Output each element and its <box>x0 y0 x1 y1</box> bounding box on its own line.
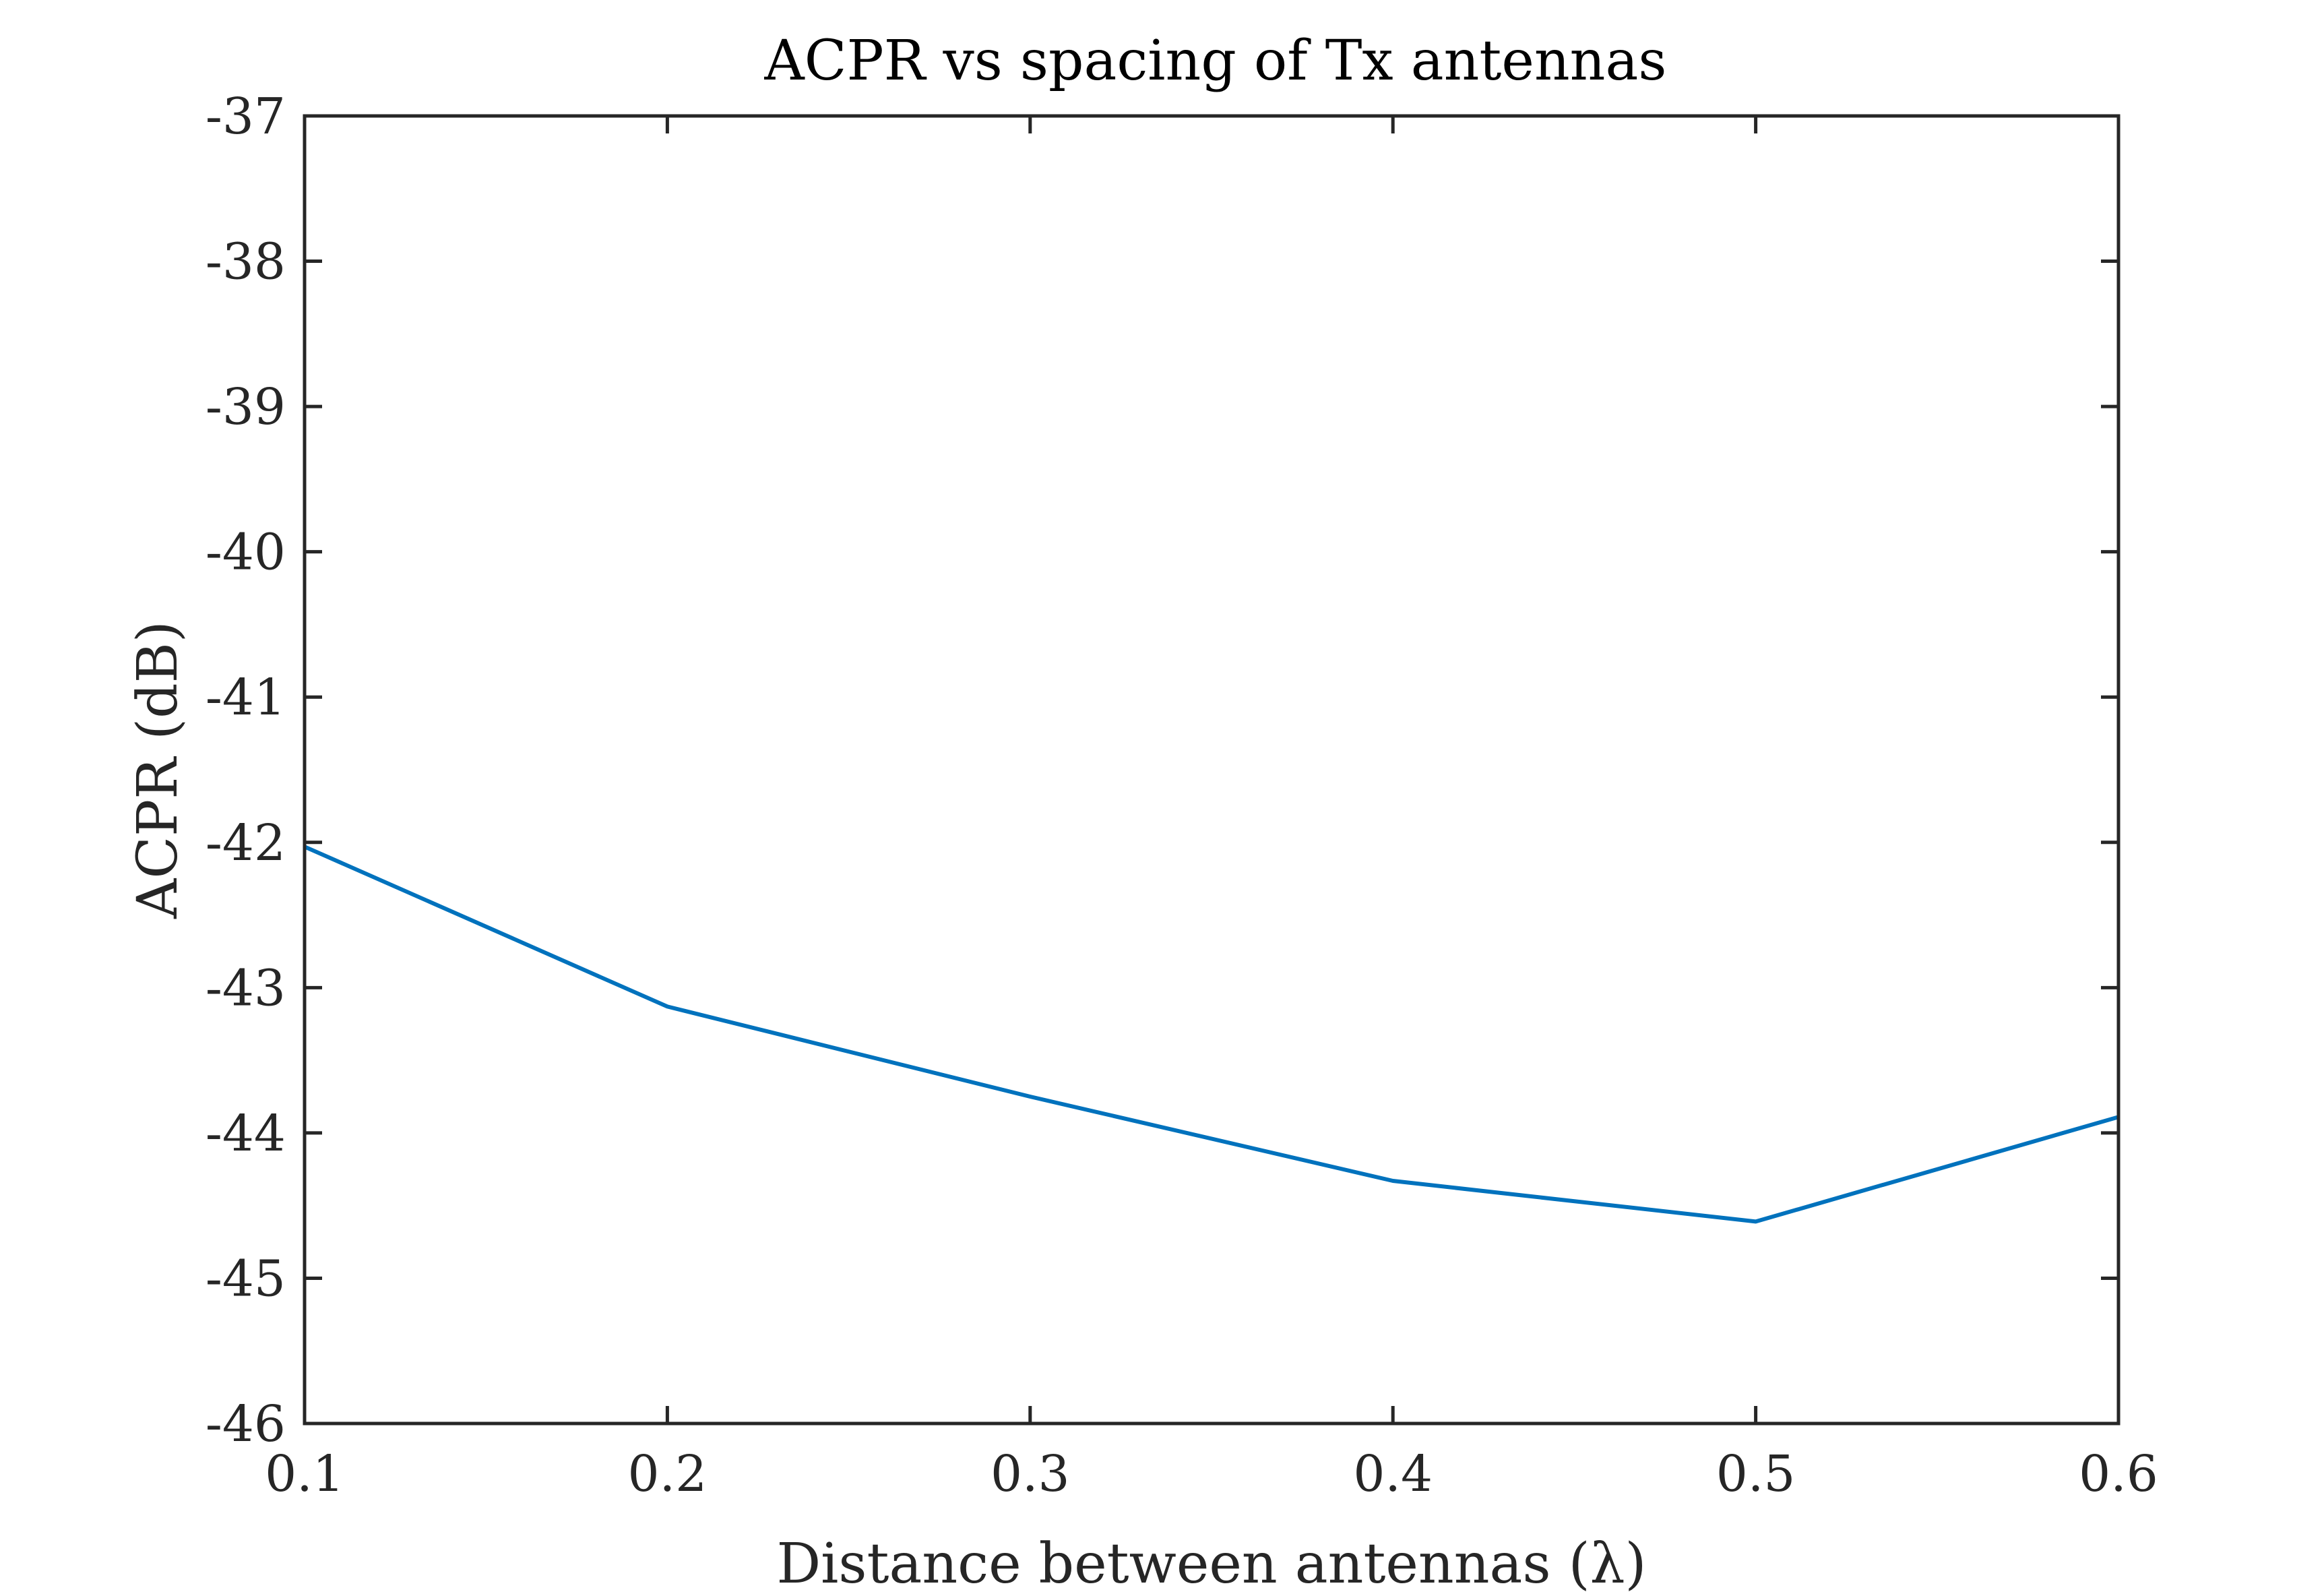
x-tick-label: 0.5 <box>1716 1445 1796 1503</box>
x-tick-label: 0.4 <box>1353 1445 1433 1503</box>
y-tick-label: -45 <box>206 1250 286 1308</box>
x-tick-labels: 0.1 0.2 0.3 0.4 0.5 0.6 <box>265 1445 2158 1503</box>
axes-box <box>303 114 2121 1426</box>
y-tick-label: -44 <box>206 1105 286 1163</box>
y-tick-labels: -37 -38 -39 -40 -41 -42 -43 -44 -45 -46 <box>206 88 286 1453</box>
y-tick-label: -37 <box>206 88 286 146</box>
series-line-acpr <box>303 845 2119 1224</box>
y-tick-label: -41 <box>206 669 286 727</box>
series-layer <box>303 845 2119 1224</box>
y-tick-label: -46 <box>206 1395 286 1453</box>
x-tick-label: 0.3 <box>991 1445 1070 1503</box>
y-tick-label: -43 <box>206 959 286 1017</box>
x-tick-label: 0.2 <box>628 1445 708 1503</box>
y-axis-label: ACPR (dB) <box>126 621 190 919</box>
y-tick-label: -38 <box>206 233 286 291</box>
y-tick-label: -40 <box>206 524 286 582</box>
y-tick-label: -42 <box>206 814 286 872</box>
x-tick-label: 0.1 <box>265 1445 344 1503</box>
x-axis-label: Distance between antennas (λ) <box>776 1532 1646 1592</box>
axes-background <box>305 116 2118 1423</box>
plot-area <box>303 114 2121 1426</box>
x-tick-label: 0.6 <box>2079 1445 2158 1503</box>
y-tick-label: -39 <box>206 378 286 436</box>
chart-title: ACPR vs spacing of Tx antennas <box>764 29 1667 93</box>
